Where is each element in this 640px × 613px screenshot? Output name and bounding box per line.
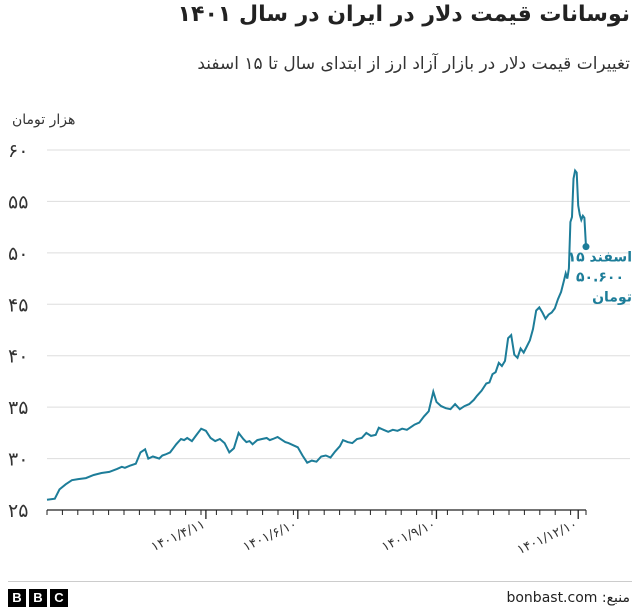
- end-point-marker: [582, 243, 590, 251]
- y-tick-label: ۲۵: [8, 500, 28, 522]
- bbc-logo-block: B: [29, 589, 47, 607]
- gridlines: [47, 149, 630, 460]
- x-tick-label: ۱۴۰۱/۴/۱۱: [149, 517, 208, 555]
- annotation-date: ۱۵ اسفند: [568, 250, 632, 266]
- chart-title: نوسانات قیمت دلار در ایران در سال ۱۴۰۱: [177, 2, 630, 27]
- annotation-unit: تومان: [592, 290, 632, 306]
- x-tick-label: ۱۴۰۱/۹/۱۰: [380, 517, 439, 555]
- bbc-logo-block: C: [50, 589, 68, 607]
- source-credit: منبع: bonbast.com: [506, 590, 630, 606]
- bbc-logo: B B C: [8, 589, 68, 607]
- chart-subtitle: تغییرات قیمت دلار در بازار آزاد ارز از ا…: [197, 54, 630, 74]
- x-tick-label: ۱۴۰۱/۶/۱۰: [241, 517, 300, 555]
- y-axis-label: هزار تومان: [12, 112, 76, 128]
- x-axis: ۱۴۰۱/۴/۱۱ ۱۴۰۱/۶/۱۰ ۱۴۰۱/۹/۱۰ ۱۴۰۱/۱۲/۱۰: [46, 509, 587, 558]
- y-tick-label: ۵۵: [8, 191, 28, 213]
- bbc-logo-block: B: [8, 589, 26, 607]
- footer-divider: [8, 581, 632, 582]
- y-tick-label: ۳۰: [8, 449, 28, 471]
- y-tick-label: ۵۰: [8, 243, 28, 265]
- y-tick-label: ۶۰: [8, 140, 28, 162]
- x-tick-label: ۱۴۰۱/۱۲/۱۰: [515, 517, 580, 558]
- annotation-value: ۵۰.۶۰۰: [576, 270, 624, 286]
- y-axis-ticks: ۲۵ ۳۰ ۳۵ ۴۰ ۴۵ ۵۰ ۵۵ ۶۰: [8, 140, 28, 522]
- y-tick-label: ۳۵: [8, 397, 28, 419]
- y-tick-label: ۴۰: [8, 346, 28, 368]
- series-line: [46, 168, 587, 501]
- y-tick-label: ۴۵: [8, 294, 28, 316]
